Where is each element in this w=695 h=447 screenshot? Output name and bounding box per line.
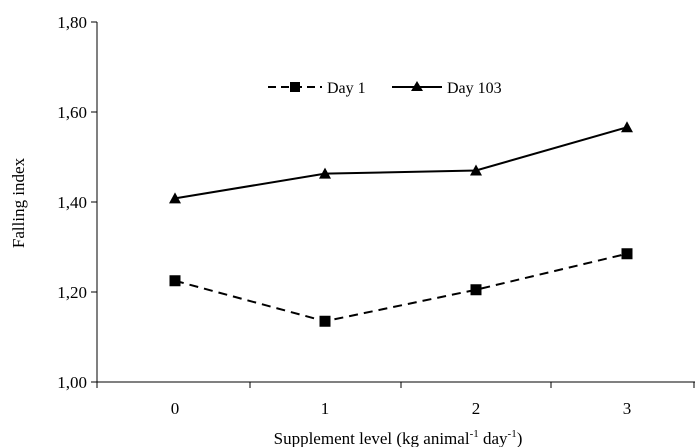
series-day-1 (169, 248, 633, 327)
y-tick-label: 1,40 (57, 193, 87, 212)
data-point-square (319, 315, 331, 327)
x-tick-label: 1 (321, 399, 330, 418)
x-axis-title-sup1: -1 (470, 428, 479, 440)
data-point-triangle (319, 167, 331, 179)
data-point-square (621, 248, 633, 260)
data-point-square (470, 284, 482, 296)
y-tick-label: 1,00 (57, 373, 87, 392)
x-axis: 0 1 2 3 (96, 381, 695, 418)
x-tick-label: 2 (472, 399, 481, 418)
y-tick-label: 1,80 (57, 13, 87, 32)
x-axis-title-mid: day (479, 429, 508, 447)
x-tick-label: 0 (171, 399, 180, 418)
series-day-103 (169, 121, 633, 204)
x-tick-label: 3 (623, 399, 632, 418)
series-line (174, 126, 628, 200)
legend-label-day103: Day 103 (447, 80, 502, 97)
x-axis-title-end: ) (517, 429, 523, 447)
series-line (174, 252, 628, 323)
data-point-triangle (169, 192, 181, 204)
series-layer (169, 121, 633, 327)
data-point-triangle (470, 164, 482, 176)
data-point-triangle (621, 121, 633, 133)
y-tick-label: 1,60 (57, 103, 87, 122)
y-axis-title: Falling index (9, 157, 28, 248)
x-axis-title: Supplement level (kg animal-1 day-1) (274, 428, 523, 447)
y-axis: 1,00 1,20 1,40 1,60 1,80 (57, 13, 98, 392)
data-point-square (169, 275, 181, 287)
legend: Day 1 Day 103 (268, 80, 502, 97)
legend-entry-day103: Day 103 (392, 80, 502, 97)
legend-marker-square (290, 82, 300, 92)
legend-marker-triangle (411, 81, 423, 91)
legend-label-day1: Day 1 (327, 80, 366, 97)
x-axis-title-main: Supplement level (kg animal (274, 429, 470, 447)
x-axis-title-sup2: -1 (508, 428, 517, 440)
y-tick-label: 1,20 (57, 283, 87, 302)
legend-entry-day1: Day 1 (268, 80, 366, 97)
